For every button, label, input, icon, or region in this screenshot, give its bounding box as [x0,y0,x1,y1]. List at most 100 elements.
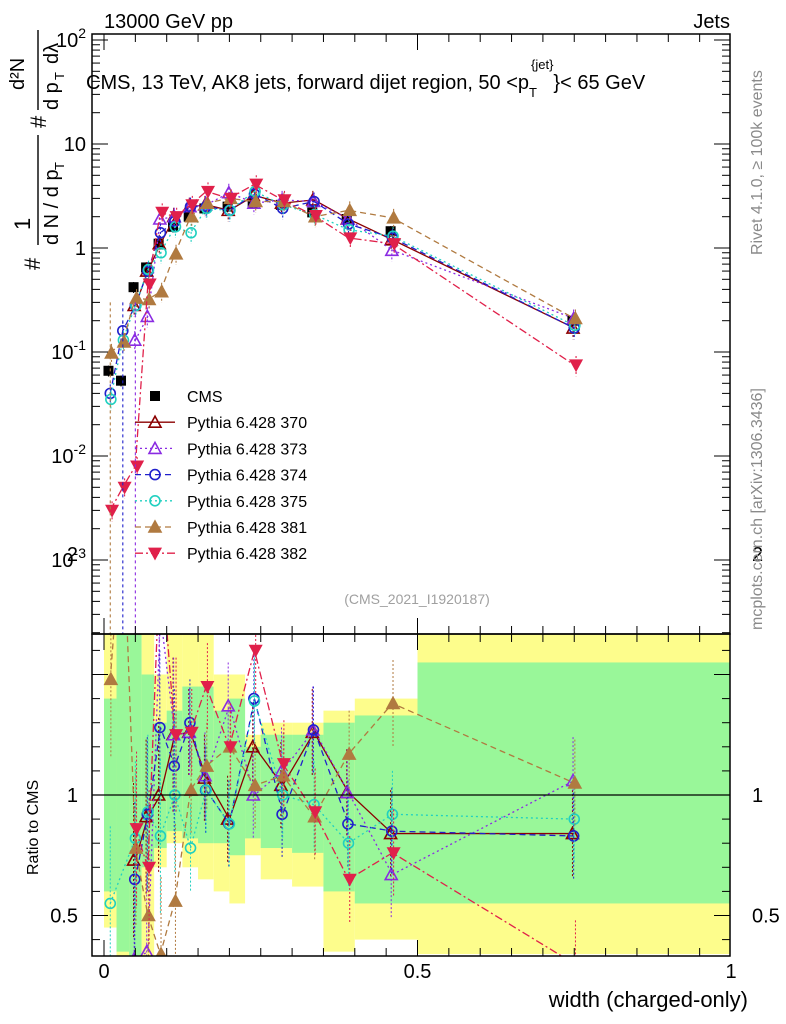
x-tick-label: 0.5 [404,961,432,983]
data-point [139,308,155,323]
legend-marker [147,547,163,561]
legend-marker [147,519,163,533]
y-tick-label: 10 [64,134,86,156]
y-tick-label: 10-1 [51,337,86,364]
y-tick-label: 10-3 [51,545,86,572]
plot-title-tail: }< 65 GeV [553,72,645,94]
legend-marker [147,440,163,455]
legend-label: CMS [187,389,223,406]
legend-item: Pythia 6.428 374 [135,468,307,485]
ratio-point [126,852,141,866]
ratio-point [223,741,238,755]
analysis-id-label: (CMS_2021_I1920187) [344,591,490,607]
legend-item: Pythia 6.428 373 [135,440,307,458]
ratio-tick-label-right: 1 [752,785,763,807]
svg-text:T: T [52,72,67,80]
ratio-point [129,823,144,836]
ratio-point [184,842,197,854]
legend-label: Pythia 6.428 370 [187,415,307,432]
series-line [109,183,575,511]
data-point [342,202,358,217]
data-point [169,220,182,233]
ratio-point [154,721,166,734]
legend-label: Pythia 6.428 375 [187,494,307,511]
data-point [153,238,164,249]
data-point [568,310,583,325]
data-point [154,227,167,239]
ratio-point [153,608,165,619]
ratio-y-axis-label: Ratio to CMS [25,780,42,875]
ratio-point [199,758,215,772]
data-point [184,209,200,223]
ratio-point [245,739,261,753]
data-point [308,209,323,223]
data-point [154,284,169,298]
ratio-point [569,959,581,970]
ratio-point [200,680,215,694]
ratio-line [139,634,575,956]
green-band-14 [354,715,418,904]
ratio-point [103,671,119,686]
data-point [105,504,120,518]
ratio-pythia-6-428-382 [129,634,581,970]
data-point [248,193,264,208]
data-point [569,359,584,373]
y-tick-label: 10-2 [51,441,86,468]
legend: CMS Pythia 6.428 370 Pythia 6.428 373 Pythi… [135,389,307,563]
x-tick-label: 1 [725,961,736,983]
ratio-point [276,758,291,771]
ratio-point [568,813,581,825]
legend-marker [149,494,161,507]
ratio-point [169,729,184,743]
ratio-point [220,698,236,712]
ratio-point [275,768,291,782]
ratio-point [308,806,323,820]
series-pythia-6-428-381 [104,189,583,365]
ratio-point [386,808,399,821]
energy-label: 13000 GeV pp [104,11,233,33]
svg-text:#: # [20,257,45,270]
green-band-1 [116,634,130,952]
ratio-point [248,695,261,707]
green-band-9 [229,698,246,856]
data-point [104,345,119,359]
plot-title-sup: {jet} [531,57,554,72]
data-point [116,334,132,348]
ratio-point [247,777,263,792]
data-point [116,375,127,386]
ratio-point [223,818,236,830]
legend-label: Pythia 6.428 382 [187,546,307,563]
axes-ticks: 10-3 10-2 10-1 1 10 102 0.5 0.5 1 1 2 2 0 0.5 1 [50,25,780,983]
data-point [200,185,216,199]
data-point [343,232,358,246]
series-pythia-6-428-370 [126,186,581,340]
legend-marker [147,414,163,429]
data-point [169,211,184,224]
green-band-6 [182,686,199,839]
data-point [142,263,155,276]
series-pythia-6-428-373 [127,183,581,352]
data-point [155,246,167,259]
legend-item: Pythia 6.428 382 [135,546,307,563]
legend-item: CMS [150,389,223,406]
ratio-point [567,830,580,842]
svg-text:d N / d p: d N / d p [41,169,63,245]
data-point [105,393,117,406]
svg-text:T: T [52,162,67,170]
ratio-tick-label: 1 [67,785,78,807]
data-point [249,178,264,192]
plot-title-main: CMS, 13 TeV, AK8 jets, forward dijet reg… [86,72,529,94]
ratio-tick-label-right: 0.5 [752,906,780,928]
data-point [130,460,145,474]
ratio-point [342,818,354,830]
data-point [142,278,157,292]
ratio-point [386,847,401,861]
data-point [200,195,215,209]
green-band-2 [129,634,142,956]
legend-item: Pythia 6.428 375 [135,494,307,511]
ratio-point [154,830,167,842]
series-pythia-6-428-382 [105,175,584,522]
data-point [185,227,197,239]
ratio-point [567,775,583,789]
y-tick-label: 1 [75,238,86,260]
